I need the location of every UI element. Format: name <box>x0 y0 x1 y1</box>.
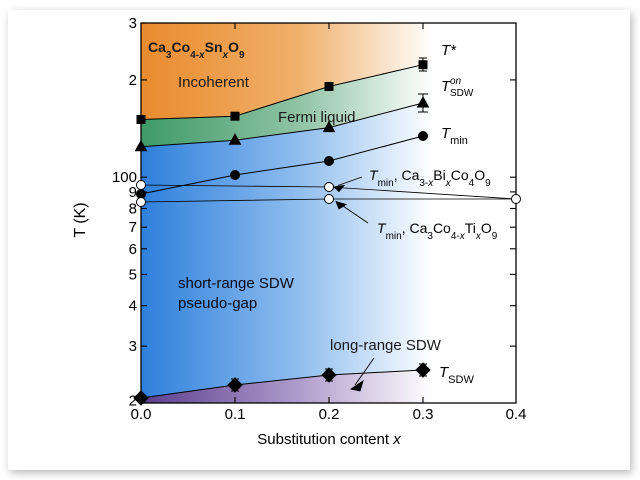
svg-text:7: 7 <box>129 219 137 236</box>
svg-text:6: 6 <box>129 241 137 258</box>
svg-text:on: on <box>450 76 462 87</box>
svg-text:long-range SDW: long-range SDW <box>330 337 442 354</box>
svg-text:T*: T* <box>441 42 457 59</box>
svg-text:4: 4 <box>129 298 137 315</box>
svg-text:2: 2 <box>129 72 137 89</box>
svg-text:0.2: 0.2 <box>319 406 340 423</box>
svg-text:0.3: 0.3 <box>413 406 434 423</box>
svg-text:Substitution content x: Substitution content x <box>257 431 401 448</box>
svg-text:0.1: 0.1 <box>225 406 246 423</box>
svg-text:short-range SDW: short-range SDW <box>178 275 295 292</box>
svg-text:0.0: 0.0 <box>131 406 152 423</box>
svg-text:0.4: 0.4 <box>506 406 527 423</box>
svg-text:9: 9 <box>129 184 137 201</box>
svg-text:3: 3 <box>129 15 137 32</box>
svg-text:5: 5 <box>129 266 137 283</box>
svg-text:T (K): T (K) <box>72 202 89 237</box>
svg-text:Incoherent: Incoherent <box>178 74 250 91</box>
svg-text:SDW: SDW <box>450 88 474 99</box>
svg-text:pseudo-gap: pseudo-gap <box>178 295 257 312</box>
svg-text:8: 8 <box>129 201 137 218</box>
svg-text:3: 3 <box>129 338 137 355</box>
